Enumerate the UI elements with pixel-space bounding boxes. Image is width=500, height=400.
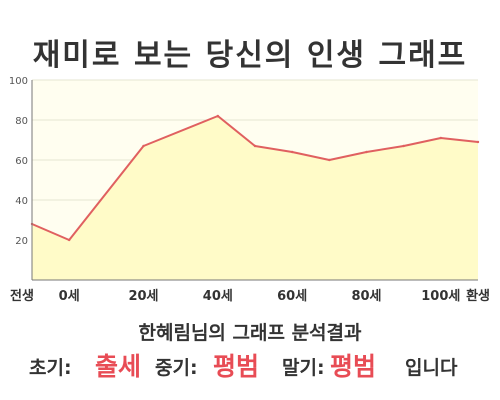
mid-label: 중기: xyxy=(155,357,198,379)
data-point xyxy=(253,144,257,148)
data-point xyxy=(439,136,443,140)
x-tick-label: 100세 xyxy=(421,289,460,304)
x-tick-label: 전생 xyxy=(10,288,34,304)
early-value: 출세 xyxy=(95,352,142,381)
ending-text: 입니다 xyxy=(405,357,458,379)
data-point xyxy=(365,150,368,154)
x-tick-label: 0세 xyxy=(59,289,80,304)
y-tick-label: 60 xyxy=(15,156,28,167)
area-fill xyxy=(32,116,478,280)
data-point xyxy=(328,158,331,162)
y-tick-label: 20 xyxy=(15,236,28,247)
x-tick-label: 40세 xyxy=(203,289,233,304)
late-label: 말기: xyxy=(282,357,325,379)
late-value: 평범 xyxy=(330,352,377,381)
data-point xyxy=(142,144,145,148)
x-tick-label: 20세 xyxy=(128,289,158,304)
result-subtitle: 한혜림님의 그래프 분석결과 xyxy=(138,322,362,344)
data-point xyxy=(290,150,294,154)
data-point xyxy=(216,114,220,118)
x-tick-label: 80세 xyxy=(351,289,381,304)
early-label: 초기: xyxy=(29,357,72,379)
y-tick-label: 80 xyxy=(15,116,28,127)
x-tick-label: 60세 xyxy=(277,289,307,304)
y-tick-label: 100 xyxy=(9,76,28,87)
data-point xyxy=(476,140,480,144)
chart-title: 재미로 보는 당신의 인생 그래프 xyxy=(32,38,468,73)
data-point xyxy=(67,238,71,242)
x-tick-label: 환생 xyxy=(466,288,490,304)
y-tick-label: 40 xyxy=(15,196,28,207)
mid-value: 평범 xyxy=(213,352,260,381)
data-point xyxy=(402,144,405,148)
result-summary: 초기: 출세 중기: 평범 말기: 평범 입니다 xyxy=(0,347,500,381)
